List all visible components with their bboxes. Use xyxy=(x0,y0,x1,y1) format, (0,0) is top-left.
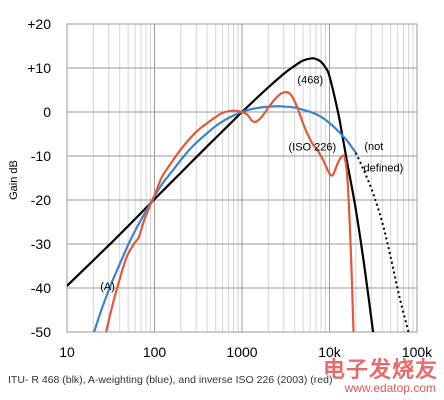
series-layer xyxy=(67,57,410,332)
grid-major xyxy=(66,23,418,333)
annotation-layer: (468) (ISO 226) (not defined) (A) xyxy=(100,74,403,293)
y-axis-label: Gain dB xyxy=(8,160,20,200)
tick-layer: +20 +10 0 -10 -20 -30 -40 -50 10 100 1000 10k 100k xyxy=(27,16,433,360)
annotation-label: defined) xyxy=(364,162,404,174)
y-tick-label: -40 xyxy=(31,280,51,296)
series-line-itu-r-468 xyxy=(67,57,375,332)
y-tick-label: +20 xyxy=(27,16,51,32)
y-tick-label: -50 xyxy=(31,324,51,340)
series-line-not-defined-extension xyxy=(354,152,410,332)
y-tick-label: -10 xyxy=(31,148,51,164)
x-tick-label: 10 xyxy=(59,344,75,360)
x-tick-label: 1000 xyxy=(226,344,257,360)
series-line-a-weighting xyxy=(92,105,357,332)
x-tick-label: 100k xyxy=(402,344,433,360)
y-tick-label: +10 xyxy=(27,60,51,76)
chart-caption: ITU- R 468 (blk), A-weighting (blue), an… xyxy=(8,374,333,386)
annotation-label: (not xyxy=(364,141,383,153)
annotation-label: (468) xyxy=(297,74,323,86)
annotation-label: (A) xyxy=(100,281,115,293)
grid-minor xyxy=(92,24,414,332)
watermark-url: www.edatop.com xyxy=(344,381,436,395)
x-tick-label: 10k xyxy=(318,344,342,360)
annotation-label: (ISO 226) xyxy=(289,142,337,154)
watermark-logo: 电子发烧友 xyxy=(322,358,438,383)
series-line-inverse-iso-226 xyxy=(105,91,355,332)
y-tick-label: -30 xyxy=(31,236,51,252)
y-tick-label: -20 xyxy=(31,192,51,208)
plot-frame xyxy=(66,23,418,333)
x-tick-label: 100 xyxy=(143,344,167,360)
y-tick-label: 0 xyxy=(43,104,51,120)
